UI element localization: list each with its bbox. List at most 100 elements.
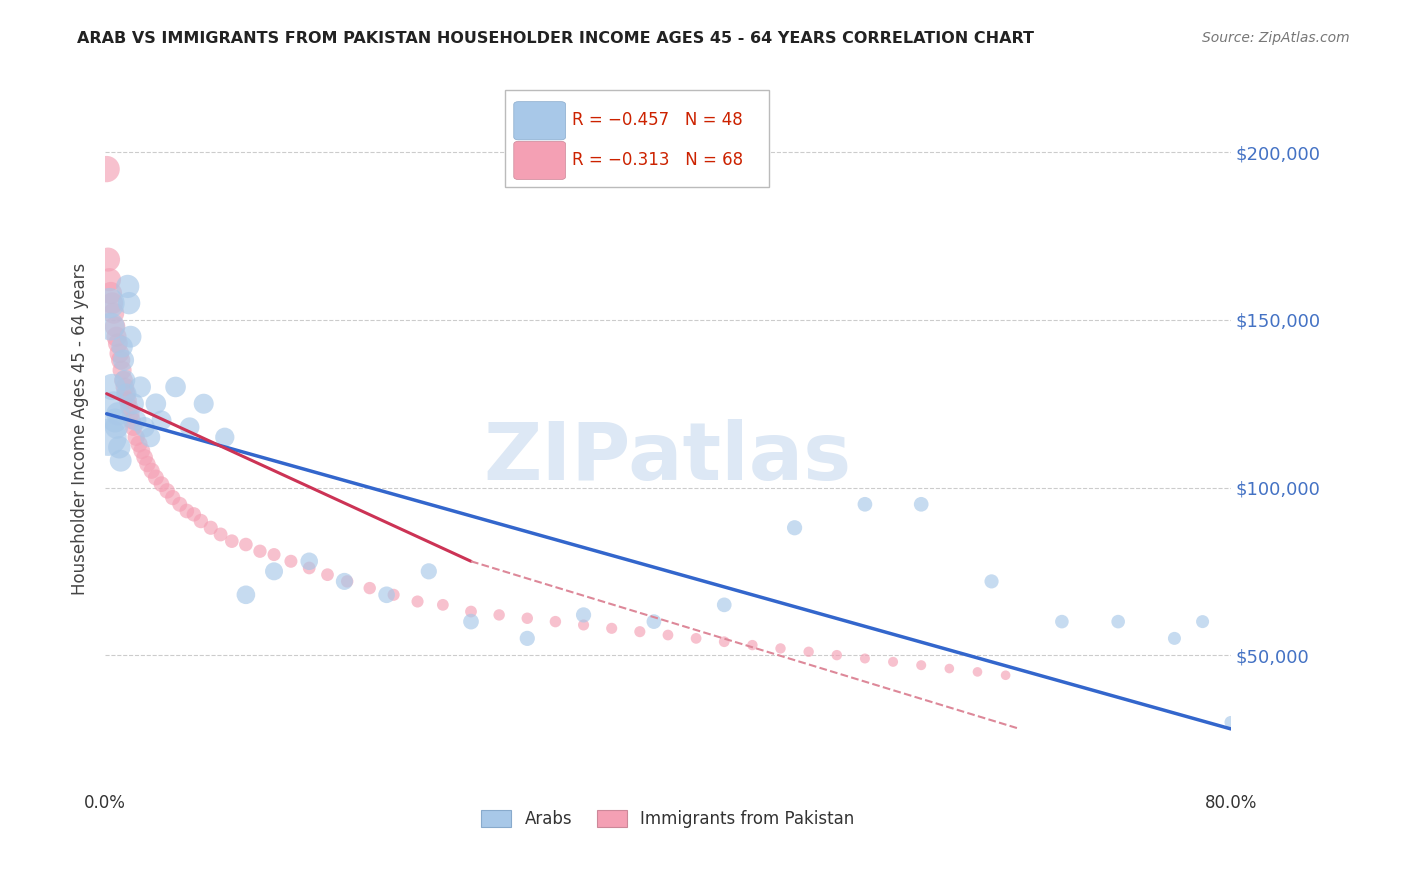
FancyBboxPatch shape	[513, 141, 565, 179]
Point	[169, 497, 191, 511]
Point	[980, 574, 1002, 589]
Point	[179, 420, 201, 434]
Text: R = −0.457   N = 48: R = −0.457 N = 48	[572, 112, 742, 129]
Point	[994, 668, 1017, 682]
Point	[131, 443, 153, 458]
Point	[600, 621, 623, 635]
Point	[418, 565, 440, 579]
Point	[105, 329, 128, 343]
Point	[375, 588, 398, 602]
Point	[221, 534, 243, 549]
Point	[382, 588, 405, 602]
Point	[129, 380, 152, 394]
Point	[280, 554, 302, 568]
Point	[125, 430, 148, 444]
Point	[98, 273, 121, 287]
Point	[107, 407, 129, 421]
Point	[97, 430, 120, 444]
Point	[176, 504, 198, 518]
Point	[134, 450, 156, 465]
Point	[128, 437, 150, 451]
Point	[460, 605, 482, 619]
FancyBboxPatch shape	[505, 90, 769, 187]
Text: Source: ZipAtlas.com: Source: ZipAtlas.com	[1202, 31, 1350, 45]
Point	[685, 632, 707, 646]
Point	[145, 470, 167, 484]
Point	[162, 491, 184, 505]
Point	[882, 655, 904, 669]
Point	[104, 319, 127, 334]
Point	[118, 400, 141, 414]
Point	[713, 598, 735, 612]
FancyBboxPatch shape	[513, 102, 565, 140]
Point	[406, 594, 429, 608]
Point	[96, 162, 118, 177]
Point	[110, 453, 132, 467]
Point	[628, 624, 651, 639]
Point	[853, 497, 876, 511]
Point	[110, 353, 132, 368]
Point	[966, 665, 988, 679]
Point	[209, 527, 232, 541]
Point	[657, 628, 679, 642]
Point	[263, 548, 285, 562]
Point	[136, 457, 159, 471]
Point	[200, 521, 222, 535]
Point	[516, 632, 538, 646]
Point	[1191, 615, 1213, 629]
Point	[298, 561, 321, 575]
Point	[432, 598, 454, 612]
Point	[853, 651, 876, 665]
Point	[134, 420, 156, 434]
Point	[165, 380, 187, 394]
Y-axis label: Householder Income Ages 45 - 64 years: Householder Income Ages 45 - 64 years	[72, 263, 89, 595]
Point	[118, 296, 141, 310]
Point	[156, 483, 179, 498]
Point	[572, 607, 595, 622]
Point	[516, 611, 538, 625]
Point	[100, 319, 122, 334]
Point	[910, 497, 932, 511]
Point	[141, 464, 163, 478]
Point	[115, 386, 138, 401]
Point	[120, 407, 142, 421]
Point	[104, 413, 127, 427]
Point	[145, 397, 167, 411]
Point	[713, 634, 735, 648]
Point	[120, 329, 142, 343]
Point	[333, 574, 356, 589]
Point	[108, 346, 131, 360]
Point	[643, 615, 665, 629]
Point	[488, 607, 510, 622]
Point	[783, 521, 806, 535]
Point	[150, 413, 173, 427]
Point	[316, 567, 339, 582]
Point	[336, 574, 359, 589]
Point	[98, 296, 121, 310]
Point	[114, 380, 136, 394]
Point	[139, 430, 162, 444]
Point	[769, 641, 792, 656]
Legend: Arabs, Immigrants from Pakistan: Arabs, Immigrants from Pakistan	[475, 804, 862, 835]
Point	[100, 286, 122, 301]
Point	[249, 544, 271, 558]
Point	[359, 581, 381, 595]
Text: R = −0.313   N = 68: R = −0.313 N = 68	[572, 151, 744, 169]
Text: ARAB VS IMMIGRANTS FROM PAKISTAN HOUSEHOLDER INCOME AGES 45 - 64 YEARS CORRELATI: ARAB VS IMMIGRANTS FROM PAKISTAN HOUSEHO…	[77, 31, 1035, 46]
Point	[112, 373, 135, 387]
Point	[190, 514, 212, 528]
Point	[122, 397, 145, 411]
Point	[825, 648, 848, 662]
Point	[1050, 615, 1073, 629]
Point	[263, 565, 285, 579]
Text: ZIPatlas: ZIPatlas	[484, 418, 852, 497]
Point	[1107, 615, 1129, 629]
Point	[193, 397, 215, 411]
Point	[938, 661, 960, 675]
Point	[910, 658, 932, 673]
Point	[117, 279, 139, 293]
Point	[1163, 632, 1185, 646]
Point	[235, 588, 257, 602]
Point	[108, 440, 131, 454]
Point	[125, 413, 148, 427]
